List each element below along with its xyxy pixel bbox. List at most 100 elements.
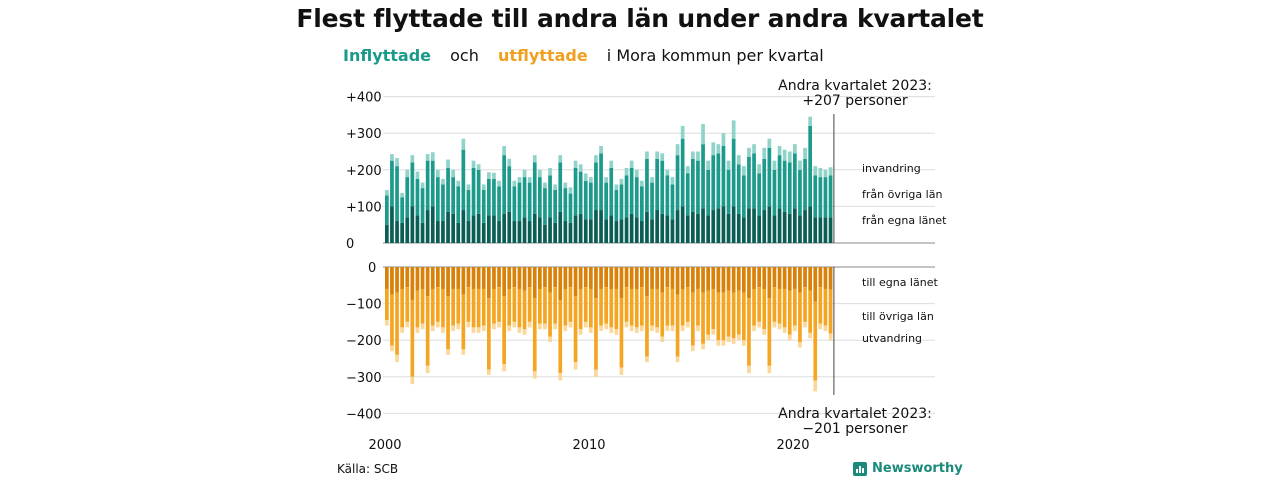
series-label-out: utvandring	[862, 332, 922, 345]
bar-out-own-county	[568, 267, 573, 288]
bar-in-own-county	[410, 206, 415, 243]
bar-out-other-counties	[599, 288, 603, 326]
bar-in-own-county	[481, 222, 486, 243]
bar-out-other-counties	[660, 292, 665, 337]
bar-out-other-counties	[711, 288, 716, 330]
bar-in-own-county	[573, 215, 578, 243]
bar-in-other-counties	[451, 177, 455, 214]
bar-out-own-county	[685, 267, 690, 288]
bar-out-emigration	[578, 329, 583, 335]
bar-out-emigration	[410, 376, 415, 385]
bar-in-own-county	[522, 217, 527, 243]
bar-in-immigration	[706, 160, 710, 170]
bar-out-emigration	[436, 321, 440, 328]
bar-out-other-counties	[747, 298, 751, 366]
bar-in-own-county	[696, 213, 700, 243]
bar-in-immigration	[828, 167, 833, 176]
bar-out-other-counties	[476, 288, 481, 328]
bar-in-other-counties	[793, 153, 797, 209]
bar-out-own-county	[497, 267, 501, 288]
bar-out-emigration	[634, 327, 639, 333]
bar-out-emigration	[736, 334, 741, 341]
bar-out-emigration	[701, 343, 705, 350]
bar-in-other-counties	[711, 155, 716, 211]
bar-out-other-counties	[594, 298, 598, 370]
bar-in-immigration	[456, 180, 461, 187]
bar-in-own-county	[502, 213, 506, 243]
bar-out-other-counties	[655, 288, 659, 328]
bar-in-other-counties	[818, 177, 823, 218]
bar-in-other-counties	[604, 182, 608, 220]
bar-in-own-county	[532, 213, 537, 243]
bar-out-other-counties	[400, 288, 404, 328]
bar-in-own-county	[736, 213, 741, 243]
bar-out-emigration	[609, 327, 614, 333]
bar-in-other-counties	[492, 178, 496, 216]
bar-out-own-county	[466, 267, 471, 288]
bar-in-own-county	[517, 221, 522, 243]
bar-out-emigration	[543, 323, 547, 330]
bar-in-other-counties	[558, 162, 563, 212]
bar-in-immigration	[685, 166, 690, 174]
bar-out-emigration	[415, 327, 420, 333]
bar-out-own-county	[772, 267, 777, 288]
bar-in-other-counties	[742, 175, 746, 218]
bar-in-own-county	[430, 206, 435, 243]
bar-out-emigration	[798, 342, 802, 348]
bar-in-own-county	[660, 213, 665, 243]
bar-in-immigration	[548, 167, 552, 176]
bar-out-emigration	[640, 325, 644, 332]
annotation-bottom-line2: −201 personer	[802, 421, 908, 437]
bar-out-emigration	[395, 354, 399, 363]
bar-out-emigration	[583, 321, 588, 328]
y-tick-label-top: +200	[346, 164, 382, 179]
bar-in-immigration	[563, 182, 568, 189]
series-label-in: invandring	[862, 162, 921, 175]
bar-out-other-counties	[527, 287, 532, 322]
bar-out-own-county	[471, 267, 476, 289]
bar-in-other-counties	[685, 173, 690, 216]
bar-out-other-counties	[614, 288, 619, 330]
bar-in-other-counties	[538, 177, 542, 218]
bar-in-immigration	[818, 167, 823, 178]
bar-in-other-counties	[578, 171, 583, 214]
bar-out-other-counties	[538, 288, 542, 324]
bar-in-own-county	[589, 219, 593, 243]
bar-in-own-county	[451, 213, 455, 243]
bar-in-other-counties	[706, 169, 710, 216]
bar-in-own-county	[390, 206, 394, 243]
bar-out-other-counties	[645, 296, 649, 357]
bar-out-other-counties	[803, 287, 807, 322]
bar-in-other-counties	[696, 160, 700, 214]
bar-in-immigration	[736, 155, 741, 165]
bar-in-own-county	[772, 215, 777, 243]
bar-in-other-counties	[512, 186, 517, 222]
bar-out-own-county	[527, 267, 532, 288]
bar-out-other-counties	[395, 292, 399, 355]
bar-out-own-county	[624, 267, 629, 288]
bar-out-other-counties	[752, 288, 756, 326]
bar-out-other-counties	[762, 288, 767, 330]
bar-in-other-counties	[645, 158, 649, 212]
bar-in-own-county	[828, 217, 833, 243]
bar-out-own-county	[726, 267, 731, 291]
bar-in-immigration	[665, 169, 670, 176]
bar-out-own-county	[558, 267, 563, 300]
bar-in-immigration	[507, 158, 512, 167]
bar-in-immigration	[420, 182, 425, 189]
bar-out-other-counties	[736, 290, 741, 335]
bar-out-own-county	[736, 267, 741, 291]
bar-in-immigration	[742, 166, 746, 176]
bar-out-emigration	[721, 340, 726, 346]
bar-out-other-counties	[441, 288, 445, 328]
bar-out-other-counties	[415, 290, 420, 328]
bar-in-immigration	[803, 147, 807, 159]
bar-in-other-counties	[400, 197, 404, 223]
bar-out-emigration	[660, 336, 665, 343]
bar-out-own-county	[578, 267, 583, 289]
bar-out-other-counties	[675, 294, 680, 357]
bar-in-own-county	[446, 211, 450, 243]
bar-out-own-county	[507, 267, 512, 289]
bar-in-own-county	[782, 211, 787, 243]
bar-out-emigration	[456, 323, 461, 330]
